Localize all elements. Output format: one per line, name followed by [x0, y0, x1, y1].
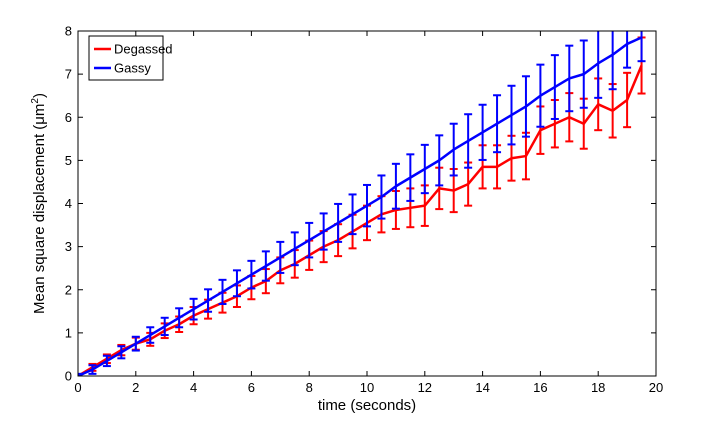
y-tick-label: 5 — [65, 153, 72, 168]
y-tick-label: 1 — [65, 325, 72, 340]
y-tick-label: 7 — [65, 67, 72, 82]
y-tick-label: 4 — [65, 196, 72, 211]
series-gassy — [78, 31, 646, 376]
series-degassed — [78, 36, 646, 376]
x-tick-label: 2 — [132, 380, 139, 395]
y-axis-title-unit: μm — [31, 104, 48, 125]
legend-box — [88, 35, 164, 81]
y-axis-title-superscript: 2 — [30, 98, 41, 104]
x-tick-label: 20 — [649, 380, 663, 395]
x-tick-label: 10 — [360, 380, 374, 395]
y-tick-label: 3 — [65, 239, 72, 254]
x-axis-title: time (seconds) — [318, 397, 416, 414]
legend-label-degassed: Degassed — [114, 42, 173, 57]
x-tick-label: 16 — [533, 380, 547, 395]
y-tick-label: 0 — [65, 369, 72, 384]
series-line-gassy — [78, 36, 643, 376]
y-tick-label: 6 — [65, 110, 72, 125]
y-tick-label: 8 — [65, 24, 72, 39]
x-tick-label: 4 — [190, 380, 197, 395]
y-tick-label: 2 — [65, 282, 72, 297]
y-axis-title-close: ) — [31, 93, 48, 98]
x-tick-label: 18 — [591, 380, 605, 395]
series-group — [78, 31, 646, 376]
x-tick-label: 6 — [248, 380, 255, 395]
x-tick-label: 8 — [306, 380, 313, 395]
x-tick-label: 14 — [475, 380, 489, 395]
legend-label-gassy: Gassy — [114, 61, 151, 76]
plot-frame — [77, 30, 657, 377]
y-axis-title-main: Mean square displacement ( — [31, 125, 48, 314]
x-tick-label: 12 — [418, 380, 432, 395]
x-tick-label: 0 — [74, 380, 81, 395]
legend: Degassed Gassy — [88, 35, 173, 81]
series-line-degassed — [78, 65, 643, 376]
y-axis-title: Mean square displacement (μm2) — [30, 93, 48, 314]
